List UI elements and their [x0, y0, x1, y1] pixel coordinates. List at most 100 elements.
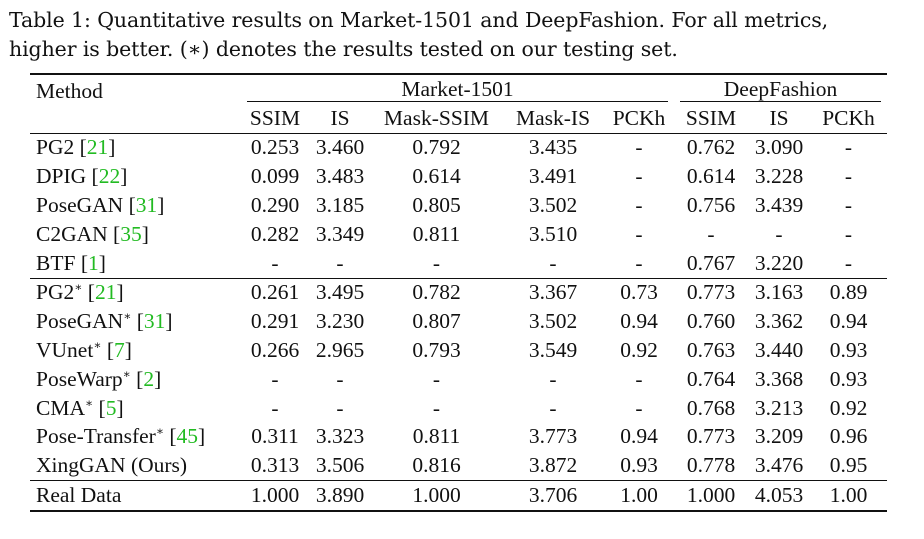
citation-link[interactable]: [35]: [113, 221, 149, 246]
metric-cell: 3.491: [528, 164, 578, 189]
table-row: Pose-Transfer∗ [45] 0.311 3.323 0.811 3.773 0…: [30, 423, 887, 452]
citation-link[interactable]: [31]: [136, 309, 173, 334]
metric-cell: 0.782: [371, 277, 502, 308]
table-row: CMA∗ [5] - - - - - 0.768 3.213 0.92: [30, 394, 887, 423]
metric-cell: 1.000: [674, 480, 748, 512]
metric-cell: 3.506: [315, 453, 365, 478]
citation-link[interactable]: [21]: [79, 135, 116, 160]
metric-cell: -: [271, 395, 279, 420]
column-header-row: SSIM IS Mask-SSIM Mask-IS PCKh SSIM IS P…: [30, 104, 887, 133]
metric-cell: 0.95: [829, 453, 868, 478]
metric-cell: -: [432, 366, 441, 391]
metric-cell: -: [604, 132, 674, 163]
metric-cell: 0.793: [412, 338, 461, 363]
metric-cell: 0.614: [412, 164, 461, 189]
metric-cell: -: [844, 250, 853, 275]
metric-cell: 0.614: [686, 164, 736, 189]
method-name: PoseGAN: [36, 309, 124, 334]
citation-link[interactable]: [2]: [136, 366, 162, 391]
metric-cell: 0.792: [371, 132, 502, 163]
metric-cell: 0.266: [250, 338, 300, 363]
method-name: Pose-Transfer: [36, 424, 156, 449]
metric-cell: 0.778: [686, 453, 736, 478]
metric-cell: 3.323: [315, 424, 365, 449]
method-name-cell: PG2∗ [21]: [30, 277, 241, 308]
metric-cell: 0.261: [241, 277, 309, 308]
metric-cell: -: [336, 250, 344, 275]
metric-cell: 0.099: [250, 164, 300, 189]
method-name-cell: PoseGAN [31]: [30, 191, 241, 220]
metric-cell: 1.000: [371, 480, 502, 512]
own-test-set-marker: ∗: [74, 280, 83, 295]
citation-link[interactable]: [22]: [91, 164, 128, 189]
citation-link[interactable]: [5]: [98, 395, 124, 420]
metric-cell: 4.053: [748, 480, 810, 512]
metric-cell: 3.213: [754, 395, 804, 420]
deepfashion-group-rule: [680, 100, 881, 102]
citation-link[interactable]: [7]: [106, 338, 132, 363]
metric-cell: 0.773: [686, 424, 736, 449]
method-name-cell: PoseWarp∗ [2]: [30, 365, 241, 394]
metric-cell: 3.510: [528, 221, 578, 246]
metric-cell: -: [810, 132, 887, 163]
citation-link[interactable]: [45]: [169, 424, 206, 449]
col-header-market-pckh: PCKh: [612, 105, 666, 130]
own-test-set-marker: ∗: [93, 338, 102, 353]
method-name: Real Data: [36, 483, 122, 508]
metric-cell: 0.291: [250, 309, 300, 334]
method-name-cell: PoseGAN∗ [31]: [30, 307, 241, 336]
method-name: XingGAN (Ours): [36, 453, 188, 478]
metric-cell: 0.811: [412, 424, 461, 449]
metric-cell: 0.767: [686, 250, 736, 275]
metric-cell: -: [707, 221, 715, 246]
method-name-cell: PG2 [21]: [30, 132, 241, 163]
own-test-set-marker: ∗: [155, 424, 164, 439]
method-name: PG2: [36, 135, 75, 160]
group-header-row: Method Market-1501 DeepFashion: [30, 72, 887, 134]
metric-cell: -: [635, 193, 643, 218]
results-table: Method Market-1501 DeepFashion SSIM IS M…: [30, 72, 887, 512]
metric-cell: 1.00: [604, 480, 674, 512]
metric-cell: 3.440: [754, 338, 804, 363]
metric-cell: 3.502: [528, 309, 578, 334]
caption-line-1: Table 1: Quantitative results on Market-…: [9, 8, 829, 32]
own-test-set-marker: ∗: [122, 366, 131, 381]
metric-cell: 3.872: [528, 453, 578, 478]
metric-cell: 3.209: [754, 424, 804, 449]
method-name-cell: CMA∗ [5]: [30, 394, 241, 423]
col-header-market-mask-ssim: Mask-SSIM: [383, 105, 490, 130]
table-row: DPIG [22] 0.099 3.483 0.614 3.491 - 0.614 3.228…: [30, 162, 887, 191]
metric-cell: 0.290: [250, 193, 300, 218]
citation-link[interactable]: [21]: [87, 280, 124, 305]
market-group-rule: [247, 100, 668, 102]
metric-cell: 1.00: [810, 480, 887, 512]
col-header-market-mask-is: Mask-IS: [515, 105, 591, 130]
metric-cell: 3.476: [754, 453, 804, 478]
metric-cell: 0.311: [251, 424, 299, 449]
metric-cell: 0.816: [412, 453, 461, 478]
metric-cell: 3.185: [315, 193, 365, 218]
table-row: PoseWarp∗ [2] - - - - - 0.764 3.368 0.93: [30, 365, 887, 394]
col-header-deepfashion-ssim: SSIM: [685, 105, 737, 130]
metric-cell: 3.435: [502, 132, 604, 163]
metric-cell: 1.000: [241, 480, 309, 512]
table-row: PG2∗ [21] 0.261 3.495 0.782 3.367 0.73 0.773 3.…: [30, 277, 887, 308]
metric-cell: -: [432, 250, 441, 275]
metric-cell: 0.807: [412, 309, 461, 334]
citation-link[interactable]: [31]: [128, 193, 165, 218]
metric-cell: 3.773: [528, 424, 578, 449]
metric-cell: -: [635, 164, 643, 189]
metric-cell: -: [844, 193, 853, 218]
method-name: VUnet: [36, 338, 94, 363]
metric-cell: -: [336, 395, 344, 420]
table-row: Real Data 1.000 3.890 1.000 3.706 1.00 1.000 4.…: [30, 480, 887, 512]
metric-cell: 0.756: [686, 193, 736, 218]
metric-cell: -: [635, 221, 643, 246]
col-header-market-is: IS: [330, 105, 350, 130]
citation-link[interactable]: [1]: [80, 250, 106, 275]
metric-cell: 0.805: [412, 193, 461, 218]
table-row: PoseGAN∗ [31] 0.291 3.230 0.807 3.502 0.94 0.7…: [30, 307, 887, 336]
metric-cell: 0.768: [686, 395, 736, 420]
method-name: PoseWarp: [36, 366, 123, 391]
metric-cell: 0.94: [829, 309, 868, 334]
